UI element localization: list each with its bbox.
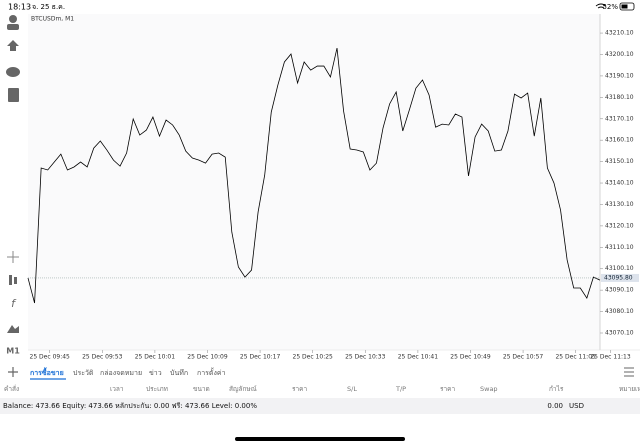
y-tick-label: 43170.10 [605, 115, 634, 122]
column-header: สัญลักษณ์ [229, 385, 257, 393]
tab[interactable]: ข่าว [149, 369, 162, 377]
indicator-icon[interactable]: f [11, 297, 17, 310]
y-tick-label: 43130.10 [605, 201, 634, 208]
y-tick-label: 43160.10 [605, 137, 634, 144]
chart-area [28, 14, 600, 350]
column-header: คำสั่ง [4, 384, 19, 393]
tab[interactable]: กล่องจดหมาย [100, 369, 142, 377]
price-line [27, 47, 601, 304]
account-icon-body [7, 24, 19, 30]
x-tick-label: 25 Dec 10:17 [240, 354, 281, 361]
column-header: กำไร [549, 385, 564, 393]
menu-icon[interactable] [624, 367, 634, 377]
bid-label-box [601, 273, 639, 282]
chart-title: BTCUSDm, M1 [31, 16, 74, 23]
add-button[interactable] [8, 367, 18, 377]
y-tick-label: 43100.10 [605, 265, 634, 272]
candle-icon-2 [14, 277, 17, 284]
column-header: หมายเหตุ [619, 385, 640, 393]
tab[interactable]: บันทึก [170, 368, 188, 377]
account-icon[interactable] [9, 15, 17, 23]
summary-currency: USD [569, 402, 584, 410]
x-tick-label: 25 Dec 11:13 [590, 354, 631, 361]
x-tick-label: 25 Dec 11:05 [555, 354, 596, 361]
status-battery: 52% [602, 3, 618, 11]
column-header: ราคา [292, 385, 307, 393]
column-header: ราคา [440, 385, 455, 393]
trade-icon[interactable] [7, 40, 19, 51]
x-tick-label: 25 Dec 10:41 [398, 354, 439, 361]
y-tick-label: 43110.10 [605, 244, 634, 251]
y-tick-label: 43080.10 [605, 308, 634, 315]
summary-text: Balance: 473.66 Equity: 473.66 หลักประกั… [3, 402, 257, 410]
y-tick-label: 43200.10 [605, 51, 634, 58]
bid-label: 43095.80 [604, 274, 633, 281]
tab[interactable]: การซื้อขาย [30, 366, 64, 377]
timeframe-button[interactable]: M1 [6, 347, 20, 356]
home-indicator [235, 437, 405, 441]
column-header: S/L [347, 385, 357, 393]
column-header: เวลา [110, 385, 124, 393]
x-tick-label: 25 Dec 10:09 [187, 354, 228, 361]
crosshair-icon[interactable] [7, 251, 19, 263]
candle-icon[interactable] [9, 275, 12, 285]
x-tick-label: 25 Dec 10:33 [345, 354, 386, 361]
objects-icon[interactable] [7, 325, 19, 333]
summary-bar [0, 398, 640, 414]
chat-icon[interactable] [6, 67, 20, 77]
summary-profit: 0.00 [547, 402, 563, 410]
column-header: ขนาด [193, 385, 210, 393]
x-tick-label: 25 Dec 10:01 [135, 354, 176, 361]
status-date: จ. 25 ธ.ค. [32, 3, 65, 11]
y-tick-label: 43120.10 [605, 222, 634, 229]
column-header: T/P [395, 385, 406, 393]
battery-icon [619, 2, 635, 11]
column-header: Swap [480, 385, 498, 393]
y-tick-label: 43070.10 [605, 330, 634, 337]
status-time: 18:13 [8, 3, 31, 12]
y-tick-label: 43190.10 [605, 72, 634, 79]
column-header: ประเภท [146, 385, 168, 393]
x-tick-label: 25 Dec 09:45 [30, 354, 71, 361]
y-tick-label: 43210.10 [605, 30, 634, 37]
y-tick-label: 43150.10 [605, 158, 634, 165]
left-toolbar: f M1 [6, 15, 20, 377]
new-order-icon[interactable] [8, 88, 19, 102]
x-tick-label: 25 Dec 10:57 [503, 354, 544, 361]
x-tick-label: 25 Dec 10:25 [293, 354, 334, 361]
y-tick-label: 43180.10 [605, 94, 634, 101]
tab[interactable]: ประวัติ [73, 369, 94, 377]
wifi-icon [595, 3, 607, 9]
x-tick-label: 25 Dec 10:49 [450, 354, 491, 361]
battery-level [621, 4, 628, 9]
y-tick-label: 43090.10 [605, 287, 634, 294]
x-tick-label: 25 Dec 09:53 [82, 354, 123, 361]
tab[interactable]: การตั้งค่า [197, 366, 226, 377]
y-tick-label: 43140.10 [605, 180, 634, 187]
